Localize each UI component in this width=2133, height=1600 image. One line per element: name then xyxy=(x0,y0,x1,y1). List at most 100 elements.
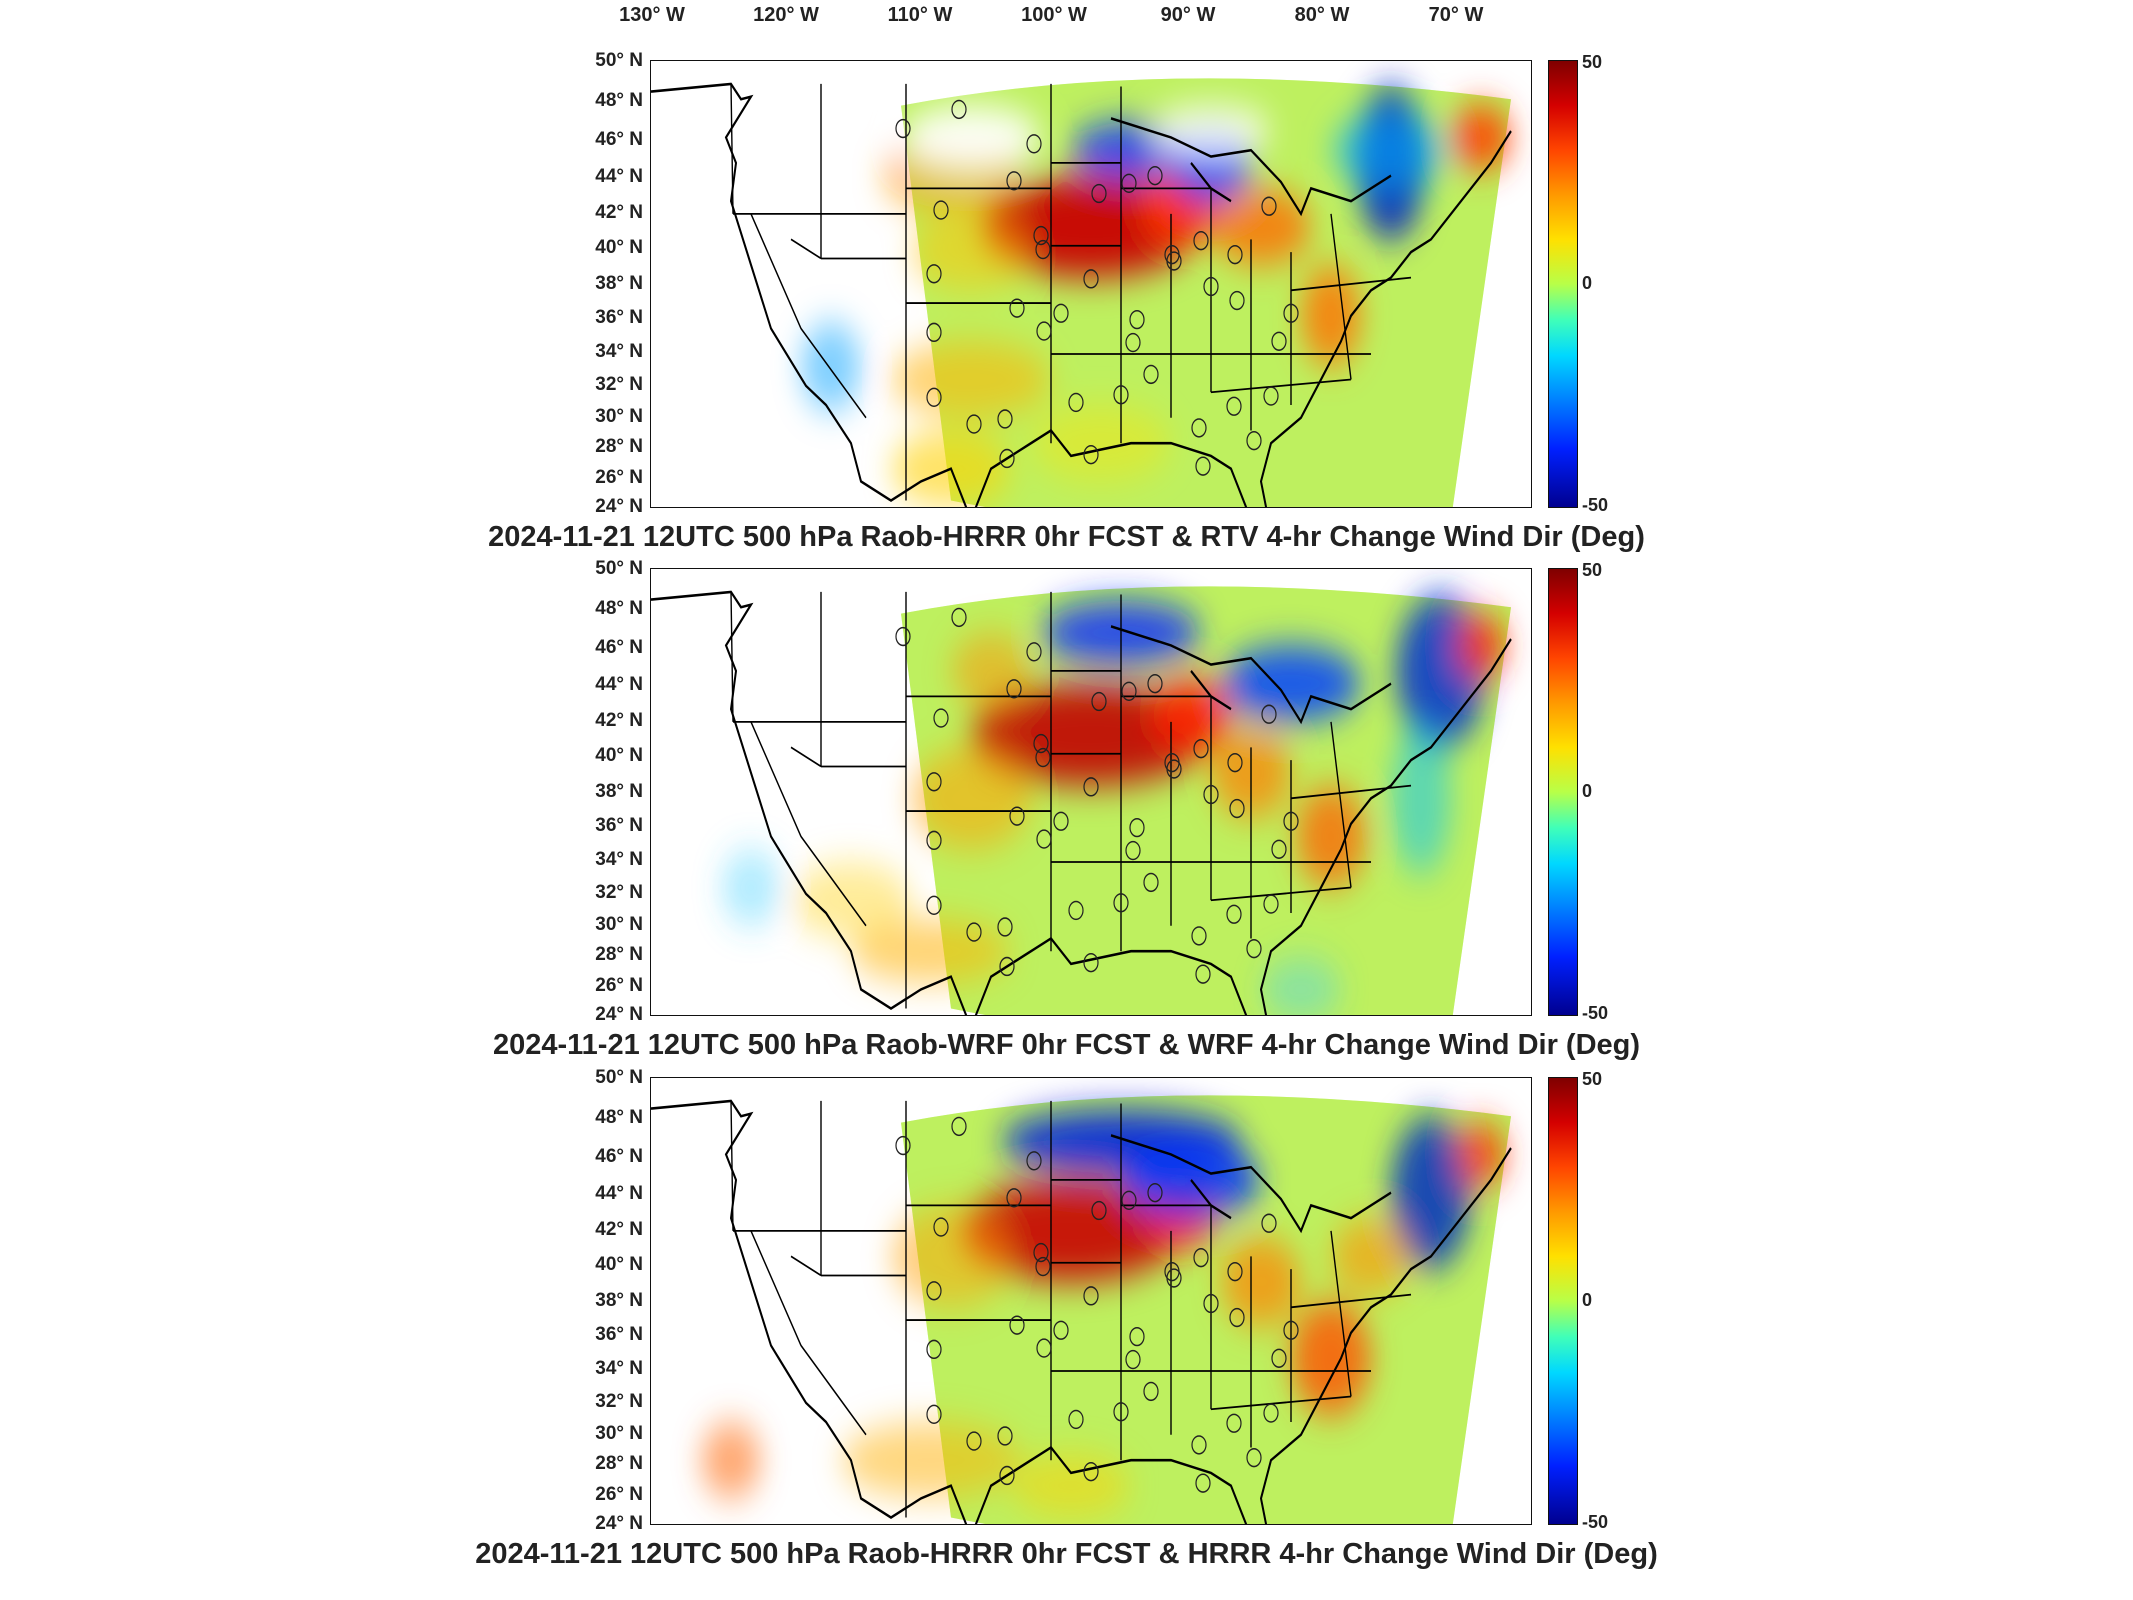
raob-station-marker xyxy=(1147,1182,1163,1203)
raob-station-marker xyxy=(1036,321,1052,341)
lat-label: 36° N xyxy=(595,815,643,837)
raob-station-marker xyxy=(1068,1409,1084,1430)
raob-station-marker xyxy=(1026,1151,1042,1171)
raob-station-marker xyxy=(926,1339,942,1360)
anomaly-region xyxy=(951,632,1031,710)
lat-label: 30° N xyxy=(595,913,643,935)
anomaly-region xyxy=(911,747,1031,850)
longitude-axis: 130° W 120° W 110° W 100° W 90° W 80° W … xyxy=(0,4,2133,40)
raob-station-marker xyxy=(1036,1338,1052,1358)
raob-station-marker xyxy=(1263,894,1279,914)
raob-station-marker xyxy=(1129,1326,1145,1347)
colorbar xyxy=(1548,1077,1578,1525)
raob-station-marker xyxy=(895,626,911,647)
raob-station-marker xyxy=(966,922,982,942)
raob-station-marker xyxy=(1261,1213,1277,1233)
raob-station-marker xyxy=(1227,1261,1243,1282)
anomaly-region xyxy=(891,1205,1011,1308)
raob-station-marker xyxy=(1035,747,1051,768)
lat-label: 46° N xyxy=(595,637,643,658)
raob-station-marker xyxy=(1033,1242,1049,1263)
lat-label: 32° N xyxy=(595,881,643,903)
wind-direction-field xyxy=(651,1095,1512,1524)
raob-station-marker xyxy=(966,1431,982,1451)
lat-label: 32° N xyxy=(595,1390,643,1412)
raob-station-marker xyxy=(1121,1190,1137,1210)
colorbar-min-label: -50 xyxy=(1582,495,1609,515)
raob-station-marker xyxy=(1035,1256,1051,1277)
raob-station-marker xyxy=(997,409,1013,429)
raob-station-marker xyxy=(997,1426,1013,1446)
lat-label: 24° N xyxy=(595,1513,643,1534)
raob-station-marker xyxy=(1143,872,1159,893)
raob-station-marker xyxy=(933,200,949,220)
lat-label: 24° N xyxy=(595,1004,643,1025)
raob-station-marker xyxy=(966,414,982,434)
raob-station-marker xyxy=(1036,829,1052,849)
raob-station-marker xyxy=(1009,806,1025,826)
raob-station-marker xyxy=(1143,364,1159,385)
raob-station-marker xyxy=(1164,1261,1180,1282)
raob-station-marker xyxy=(1009,1315,1025,1335)
raob-station-marker xyxy=(999,448,1015,469)
lat-label: 34° N xyxy=(595,1357,643,1379)
raob-station-marker xyxy=(1026,134,1042,154)
raob-station-marker xyxy=(926,830,942,851)
raob-station-marker xyxy=(1053,811,1069,831)
raob-station-marker xyxy=(1053,303,1069,323)
lon-label-100w: 100° W xyxy=(1021,4,1087,26)
raob-station-marker xyxy=(926,322,942,343)
raob-station-marker xyxy=(1271,839,1287,859)
panel-title: 2024-11-21 12UTC 500 hPa Raob-HRRR 0hr F… xyxy=(488,521,1645,553)
raob-station-marker xyxy=(951,1116,967,1137)
anomaly-region xyxy=(1456,613,1506,678)
lat-label: 50° N xyxy=(595,558,643,579)
map-area xyxy=(650,568,1532,1016)
lat-label: 42° N xyxy=(595,1218,643,1240)
raob-station-marker xyxy=(1246,1447,1262,1468)
raob-station-marker xyxy=(1283,303,1299,323)
anomaly-region xyxy=(721,849,781,926)
lat-label: 36° N xyxy=(595,307,643,329)
raob-station-marker xyxy=(1068,900,1084,921)
colorbar-zero-label: 0 xyxy=(1582,273,1593,293)
map-panel-rtv: 50° N 48° N 46° N 44° N 42° N 40° N 38° N 36° N… xyxy=(0,50,2133,568)
lon-label-110w: 110° W xyxy=(887,4,953,26)
colorbar-min-label: -50 xyxy=(1582,1003,1609,1023)
raob-station-marker xyxy=(1229,290,1245,311)
raob-station-marker xyxy=(997,917,1013,937)
lat-label: 32° N xyxy=(595,373,643,395)
raob-station-marker xyxy=(1083,444,1099,465)
raob-station-marker xyxy=(1035,239,1051,260)
raob-station-marker xyxy=(1129,817,1145,838)
raob-station-marker xyxy=(1083,1461,1099,1482)
raob-station-marker xyxy=(1113,385,1129,405)
anomaly-region xyxy=(1011,1453,1131,1518)
anomaly-region xyxy=(1456,1122,1506,1187)
anomaly-region xyxy=(791,862,911,939)
raob-station-marker xyxy=(1195,1473,1211,1493)
panel-title: 2024-11-21 12UTC 500 hPa Raob-WRF 0hr FC… xyxy=(492,1029,1641,1061)
lat-label: 38° N xyxy=(595,273,643,294)
raob-station-marker xyxy=(933,708,949,728)
anomaly-region xyxy=(1261,957,1341,1015)
raob-station-marker xyxy=(1026,642,1042,662)
lat-label: 34° N xyxy=(595,848,643,870)
lat-label: 44° N xyxy=(595,1182,643,1204)
lat-label: 44° N xyxy=(595,673,643,695)
colorbar xyxy=(1548,568,1578,1016)
lat-label: 28° N xyxy=(595,944,643,966)
raob-station-marker xyxy=(1193,1247,1209,1268)
raob-station-marker xyxy=(1006,679,1022,699)
lat-label: 38° N xyxy=(595,1290,643,1311)
raob-station-marker xyxy=(1091,1200,1107,1221)
raob-station-marker xyxy=(1193,738,1209,759)
lat-label: 44° N xyxy=(595,165,643,187)
lat-label: 40° N xyxy=(595,1254,643,1276)
raob-station-marker xyxy=(1033,733,1049,754)
raob-station-marker xyxy=(1121,173,1137,193)
raob-station-marker xyxy=(1113,893,1129,913)
raob-station-marker xyxy=(1147,673,1163,694)
raob-station-marker xyxy=(1129,309,1145,330)
raob-station-marker xyxy=(926,1404,942,1425)
